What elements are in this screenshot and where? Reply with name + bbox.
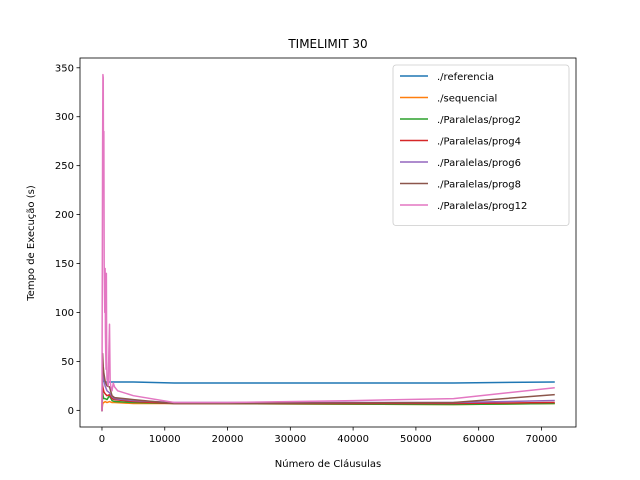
y-tick-label: 0 [68,406,74,417]
x-axis-label: Número de Cláusulas [275,458,381,470]
chart-title: TIMELIMIT 30 [287,37,367,51]
y-tick-label: 150 [55,259,74,270]
y-tick-label: 100 [55,308,74,319]
legend-entry: ./Paralelas/prog8 [437,180,521,191]
legend-entry: ./Paralelas/prog6 [437,158,521,169]
x-tick-label: 60000 [463,434,495,445]
x-tick-label: 0 [99,434,105,445]
x-tick-label: 30000 [274,434,306,445]
legend-entry: ./Paralelas/prog4 [437,137,521,148]
legend: ./referencia ./sequencial ./Paralelas/prog… [392,64,570,226]
legend-box [392,64,570,226]
series-line-7 [101,73,555,412]
x-tick-label: 50000 [400,434,432,445]
series-line-6 [101,352,555,412]
y-axis: 0 50 100 150 200 250 300 350 [55,63,80,417]
plot-area [79,57,577,428]
x-tick-label: 70000 [526,434,558,445]
y-tick-label: 200 [55,210,74,221]
legend-entry: ./sequencial [437,94,497,105]
series-line-1 [101,380,555,412]
series-layer [101,73,555,412]
x-tick-label: 40000 [337,434,369,445]
legend-entry: ./Paralelas/prog12 [437,201,527,212]
x-axis: 0 10000 20000 30000 40000 50000 60000 70000 [99,427,558,445]
plot-frame [79,57,577,428]
y-tick-label: 250 [55,161,74,172]
legend-entry: ./Paralelas/prog2 [437,115,521,126]
y-tick-label: 350 [55,63,74,74]
x-tick-label: 20000 [212,434,244,445]
legend-entry: ./referencia [437,72,494,83]
x-tick-label: 10000 [149,434,181,445]
y-tick-label: 50 [61,357,74,368]
y-tick-label: 300 [55,112,74,123]
y-axis-label: Tempo de Execução (s) [26,185,37,302]
